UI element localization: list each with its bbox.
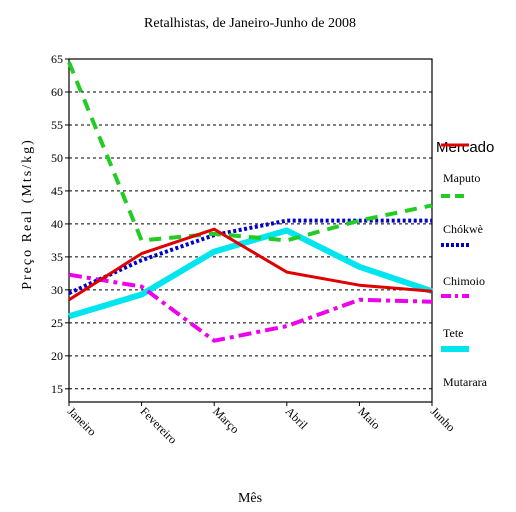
- y-tick-label: 15: [51, 382, 63, 396]
- legend-title: Mercado: [436, 139, 494, 156]
- x-tick-label: Janeiro: [65, 404, 99, 438]
- x-tick-label: Maio: [355, 404, 383, 432]
- legend-label: Tete: [443, 326, 463, 340]
- legend-label: Maputo: [443, 171, 480, 185]
- y-tick-label: 25: [51, 316, 63, 330]
- x-tick-label: Fevereiro: [137, 404, 179, 446]
- y-tick-label: 55: [51, 118, 63, 132]
- y-tick-label: 20: [51, 349, 63, 363]
- x-tick-label: Março: [210, 404, 242, 436]
- y-tick-label: 60: [51, 85, 63, 99]
- legend-label: Mutarara: [443, 375, 488, 389]
- x-axis-label: Mês: [238, 491, 262, 506]
- y-tick-label: 65: [51, 52, 63, 66]
- y-tick-label: 30: [51, 283, 63, 297]
- series-line-tete: [68, 272, 433, 343]
- y-axis-label: Preço Real (Mts/kg): [20, 138, 35, 290]
- legend-items: Maputo Chókwè Chimoio Tete Mutarara: [441, 143, 488, 389]
- x-tick-label: Junho: [428, 404, 458, 434]
- legend-label: Chókwè: [443, 222, 483, 236]
- series-line-chimoio: [68, 218, 432, 296]
- grid-lines: [69, 91, 432, 390]
- y-tick-label: 40: [51, 217, 63, 231]
- y-tick-label: 35: [51, 250, 63, 264]
- x-tick-label: Abril: [283, 404, 311, 432]
- chart-title: Retalhistas, de Janeiro-Junho de 2008: [144, 16, 356, 31]
- series-line-maputo: [68, 227, 433, 302]
- x-axis-ticks: Janeiro Fevereiro Março Abril Maio Junho: [65, 402, 458, 447]
- y-tick-label: 50: [51, 151, 63, 165]
- series-lines: [67, 61, 433, 343]
- y-axis-ticks: 15 20 25 30 35 40 45 50 55 60 65: [51, 52, 69, 396]
- legend: Mercado Maputo Chókwè Chimoio Tete Mutarara: [436, 139, 494, 389]
- y-tick-label: 45: [51, 184, 63, 198]
- plot-frame: [68, 58, 433, 403]
- series-line-chkw: [67, 61, 433, 243]
- series-line-mutarara: [68, 227, 433, 320]
- legend-label: Chimoio: [443, 274, 485, 288]
